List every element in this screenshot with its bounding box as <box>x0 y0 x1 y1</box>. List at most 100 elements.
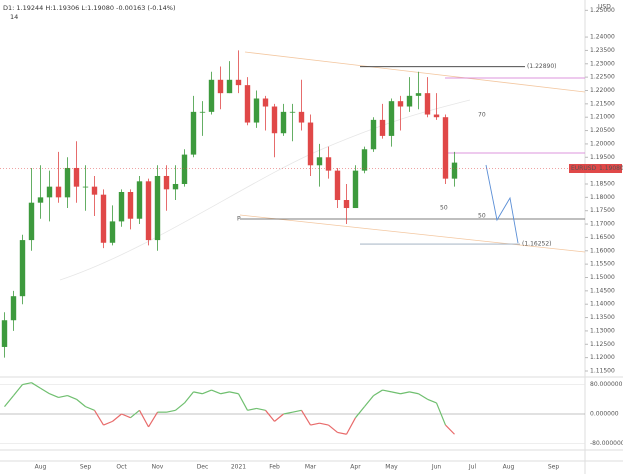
oscillator-segment <box>211 389 221 395</box>
oscillator-segment <box>166 409 176 413</box>
oscillator-segment <box>345 417 357 435</box>
x-tick-label: May <box>385 464 398 471</box>
currency[interactable]: USD <box>598 4 611 11</box>
oscillator-segment <box>256 407 266 411</box>
candle-body <box>361 149 368 171</box>
oscillator-segment <box>310 422 320 426</box>
candle-body <box>406 95 413 107</box>
candle-body <box>235 79 242 86</box>
channel-line <box>239 214 586 253</box>
candle-body <box>388 101 395 136</box>
oscillator-segment <box>445 424 455 435</box>
subheader: 14 <box>10 13 18 21</box>
oscillator-segment <box>237 393 249 411</box>
oscillator-segment <box>355 406 365 419</box>
band-line <box>59 99 471 281</box>
candle-body <box>154 175 161 241</box>
y-tick-label: 1.14000 <box>590 301 615 308</box>
candle-body <box>91 186 98 195</box>
oscillator-segment <box>364 395 374 408</box>
y-tick-label: 1.21500 <box>590 100 615 107</box>
oscillator-segment <box>13 384 23 396</box>
candle-body <box>172 183 179 190</box>
candle-body <box>334 170 341 201</box>
candle-body <box>163 175 170 190</box>
y-tick-label: 1.14500 <box>590 287 615 294</box>
candle-body <box>37 197 44 203</box>
x-tick-label: Sep <box>80 464 92 471</box>
candle-body <box>217 79 224 94</box>
price-label: 1.19080 <box>599 165 623 172</box>
oscillator-segment <box>58 394 68 399</box>
oscillator-segment <box>193 391 203 395</box>
oscillator-segment <box>373 389 383 397</box>
oscillator-segment <box>31 382 41 389</box>
oscillator-segment <box>121 413 131 419</box>
candle-body <box>289 111 296 113</box>
y-tick-label: 1.11500 <box>590 367 615 374</box>
oscillator-segment <box>409 391 419 395</box>
oscillator-segment <box>49 393 59 398</box>
x-tick-label: Aug <box>503 464 515 471</box>
oscillator-segment <box>337 431 347 435</box>
candle-body <box>1 320 8 347</box>
candle-body <box>325 157 332 171</box>
x-tick-label: Apr <box>350 464 361 471</box>
y-tick-label: 1.24000 <box>590 34 615 41</box>
candle-body <box>118 192 125 222</box>
oscillator-segment <box>40 387 50 395</box>
y-tick-label: 1.15000 <box>590 274 615 281</box>
oscillator-segment <box>22 382 32 386</box>
oscillator-segment <box>130 409 140 419</box>
fib-level-label: (1.22890) <box>527 63 557 70</box>
y-tick-label: 1.20000 <box>590 140 615 147</box>
y-tick-label: 1.17500 <box>590 207 615 214</box>
y-tick-label: 1.18000 <box>590 194 615 201</box>
candle-body <box>343 200 350 209</box>
candle-body <box>199 111 206 113</box>
candle-body <box>190 111 197 155</box>
candle-body <box>46 186 53 198</box>
oscillator-segment <box>4 395 14 408</box>
header: D1: 1.19244 H:1.19306 L:1.19080 -0.00163… <box>3 4 175 12</box>
symbol-box <box>569 163 597 173</box>
x-tick-label: Jun <box>431 464 442 471</box>
candle-body <box>82 186 89 188</box>
y-tick-label: 1.12000 <box>590 354 615 361</box>
x-tick-label: Mar <box>305 464 317 471</box>
y-tick-label: 1.18500 <box>590 180 615 187</box>
candle-body <box>442 117 449 179</box>
oscillator-segment <box>300 410 312 426</box>
y-tick-label: 1.13000 <box>590 327 615 334</box>
price-box <box>597 163 622 173</box>
oscillator-segment <box>247 407 257 411</box>
y-tick-label: 1.17000 <box>590 221 615 228</box>
annotation: 70 <box>478 112 486 119</box>
y-tick-label: 1.13500 <box>590 314 615 321</box>
oscillator-segment <box>67 395 77 400</box>
candle-body <box>145 181 152 241</box>
x-tick-label: Oct <box>116 464 127 471</box>
annotation: 50 <box>440 205 448 212</box>
candle-body <box>28 202 35 241</box>
y-tick-label: 1.22500 <box>590 74 615 81</box>
oscillator-segment <box>382 389 392 393</box>
candle-body <box>55 186 62 198</box>
candle-body <box>298 111 305 123</box>
candle-body <box>451 162 458 179</box>
oscillator-segment <box>112 413 122 422</box>
candle-body <box>307 122 314 166</box>
y-tick-label: 0.000000 <box>590 411 619 418</box>
oscillator-segment <box>427 398 437 404</box>
candle-body <box>316 157 323 166</box>
x-tick-label: Jul <box>468 464 477 471</box>
y-tick-label: 1.23500 <box>590 47 615 54</box>
x-tick-label: Feb <box>269 464 280 471</box>
candle-body <box>262 98 269 107</box>
y-tick-label: 1.15500 <box>590 261 615 268</box>
annotation: 50 <box>478 213 486 220</box>
oscillator-segment <box>147 411 159 428</box>
oscillator-segment <box>85 406 95 411</box>
